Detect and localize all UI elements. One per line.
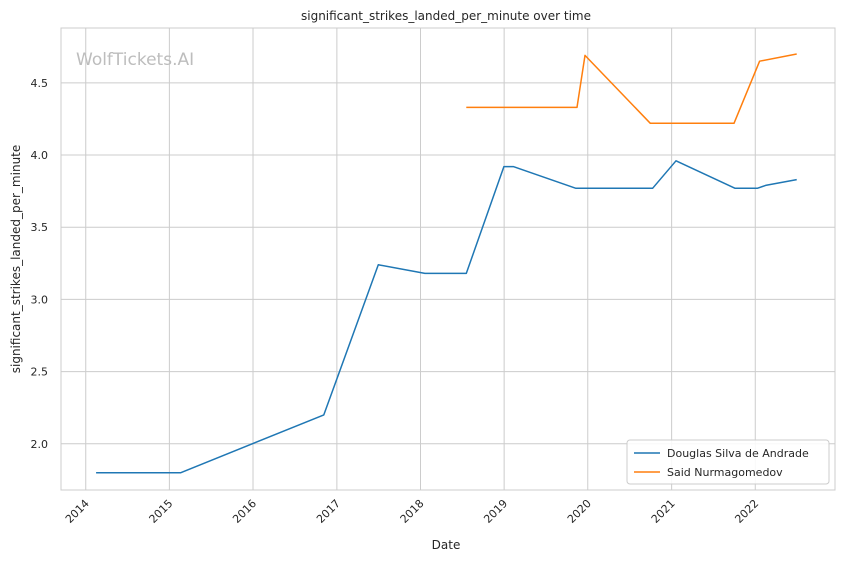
legend-label-said: Said Nurmagomedov xyxy=(667,466,783,479)
watermark: WolfTickets.AI xyxy=(76,50,194,70)
x-tick-label: 2022 xyxy=(732,497,761,526)
x-tick-label: 2019 xyxy=(481,497,510,526)
x-tick-label: 2017 xyxy=(314,497,343,526)
y-tick-label: 2.0 xyxy=(31,438,49,451)
x-tick-label: 2014 xyxy=(63,497,92,526)
y-tick-label: 3.0 xyxy=(31,293,49,306)
x-tick-label: 2015 xyxy=(147,497,176,526)
x-tick-label: 2018 xyxy=(398,497,427,526)
legend: Douglas Silva de Andrade Said Nurmagomed… xyxy=(626,439,830,485)
y-tick-label: 4.5 xyxy=(31,77,49,90)
y-tick-label: 3.5 xyxy=(31,221,49,234)
plot-background xyxy=(61,28,835,490)
plot-frame xyxy=(60,27,836,491)
y-tick-labels: 2.0 2.5 3.0 3.5 4.0 4.5 xyxy=(31,77,49,451)
y-tick-label: 2.5 xyxy=(31,366,49,379)
chart-title: significant_strikes_landed_per_minute ov… xyxy=(301,9,591,23)
x-tick-label: 2016 xyxy=(230,497,259,526)
x-tick-labels: 2014 2015 2016 2017 2018 2019 2020 2021 2022 xyxy=(63,497,762,526)
y-tick-label: 4.0 xyxy=(31,149,49,162)
x-tick-label: 2020 xyxy=(565,497,594,526)
x-tick-label: 2021 xyxy=(649,497,678,526)
y-axis-title: significant_strikes_landed_per_minute xyxy=(9,145,23,374)
legend-frame xyxy=(626,439,830,485)
legend-label-douglas: Douglas Silva de Andrade xyxy=(667,447,809,460)
series-layer xyxy=(95,53,797,474)
x-axis-title: Date xyxy=(432,538,461,552)
